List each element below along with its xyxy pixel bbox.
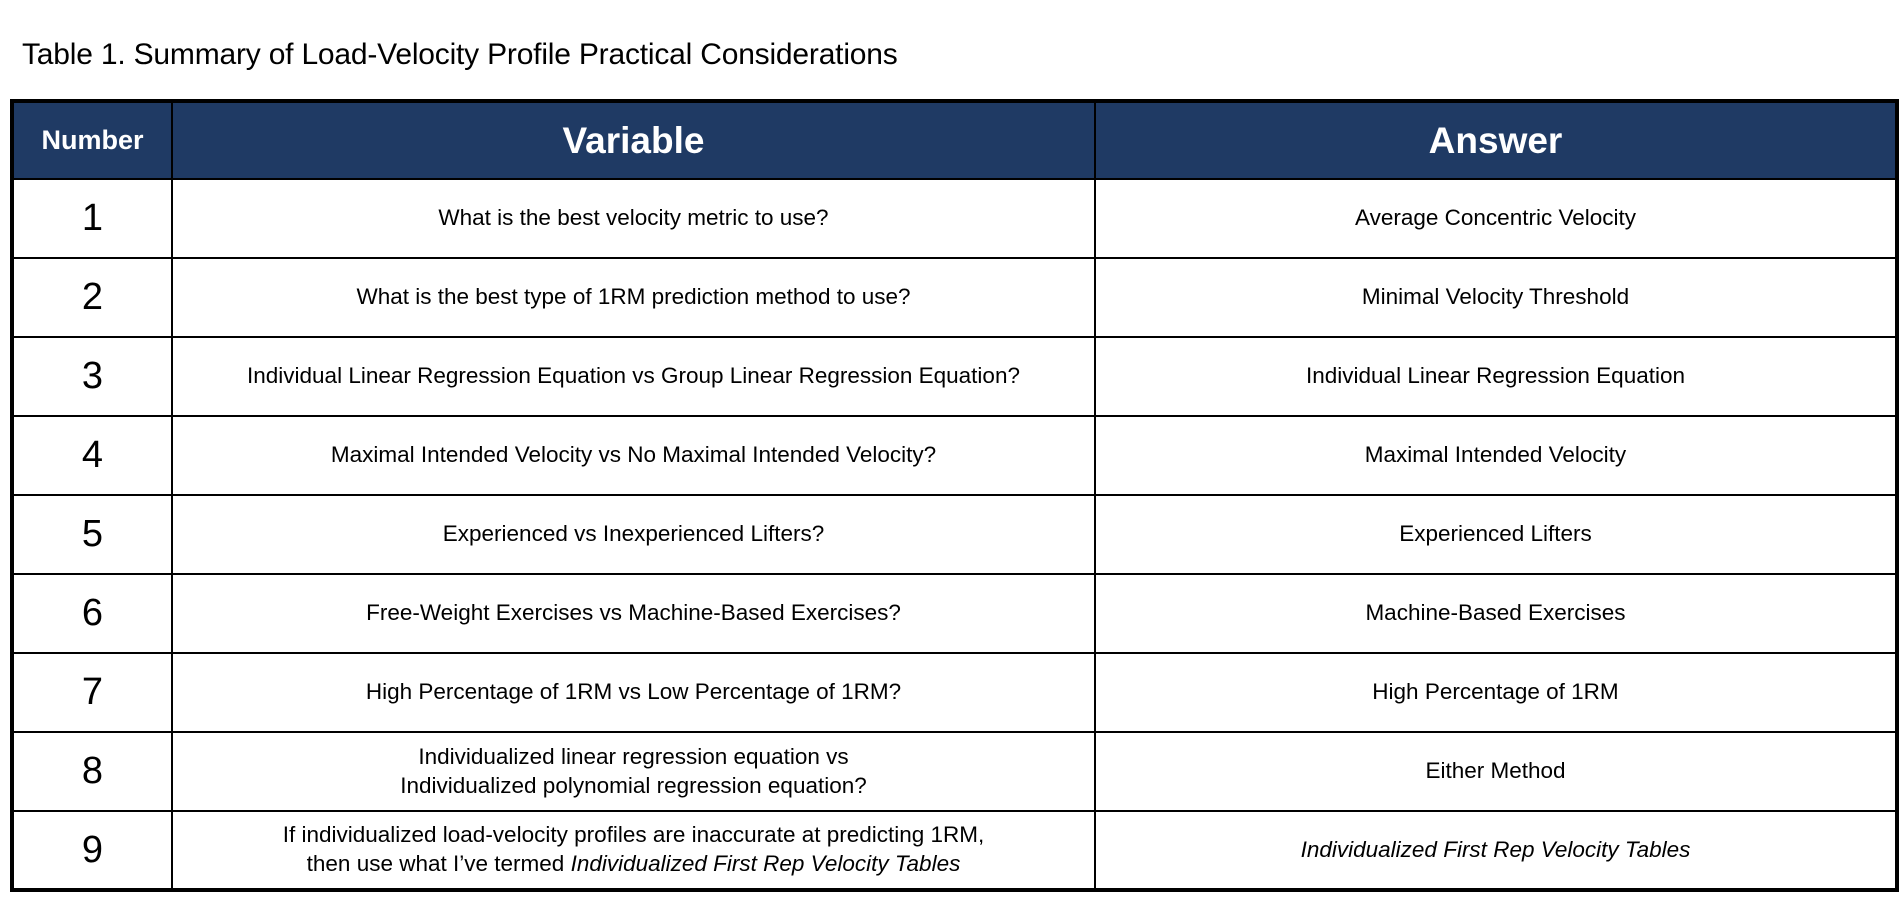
table-row: 4 Maximal Intended Velocity vs No Maxima… <box>11 415 1898 496</box>
row-answer: High Percentage of 1RM <box>1094 652 1898 733</box>
table-row: 8 Individualized linear regression equat… <box>11 731 1898 812</box>
row-number: 8 <box>11 731 173 812</box>
row-answer: Minimal Velocity Threshold <box>1094 257 1898 338</box>
row-variable: What is the best type of 1RM prediction … <box>171 257 1096 338</box>
row-variable-line2-italic: Individualized First Rep Velocity Tables <box>570 851 961 876</box>
row-number: 4 <box>11 415 173 496</box>
row-variable-line2: Individualized polynomial regression equ… <box>400 772 867 798</box>
row-variable: Experienced vs Inexperienced Lifters? <box>171 494 1096 575</box>
row-number: 7 <box>11 652 173 733</box>
table-row: 1 What is the best velocity metric to us… <box>11 178 1898 259</box>
row-number: 5 <box>11 494 173 575</box>
table-row: 2 What is the best type of 1RM predictio… <box>11 257 1898 338</box>
row-answer: Average Concentric Velocity <box>1094 178 1898 259</box>
row-variable-line1: Individualized linear regression equatio… <box>418 743 849 769</box>
table-row: 9 If individualized load-velocity profil… <box>11 810 1898 891</box>
table-header-row: Number Variable Answer <box>11 100 1898 180</box>
row-answer: Either Method <box>1094 731 1898 812</box>
row-variable-line2-prefix: then use what I’ve termed <box>306 851 571 876</box>
row-variable: Free-Weight Exercises vs Machine-Based E… <box>171 573 1096 654</box>
table-row: 7 High Percentage of 1RM vs Low Percenta… <box>11 652 1898 733</box>
row-variable: What is the best velocity metric to use? <box>171 178 1096 259</box>
row-variable: High Percentage of 1RM vs Low Percentage… <box>171 652 1096 733</box>
table-row: 6 Free-Weight Exercises vs Machine-Based… <box>11 573 1898 654</box>
row-number: 1 <box>11 178 173 259</box>
row-answer: Experienced Lifters <box>1094 494 1898 575</box>
row-answer: Maximal Intended Velocity <box>1094 415 1898 496</box>
table-title: Table 1. Summary of Load-Velocity Profil… <box>22 38 898 71</box>
row-variable: Individual Linear Regression Equation vs… <box>171 336 1096 417</box>
header-answer: Answer <box>1094 100 1898 180</box>
table-row: 3 Individual Linear Regression Equation … <box>11 336 1898 417</box>
row-variable-line1: If individualized load-velocity profiles… <box>282 822 985 848</box>
row-variable: If individualized load-velocity profiles… <box>171 810 1096 891</box>
header-variable: Variable <box>171 100 1096 180</box>
row-variable: Individualized linear regression equatio… <box>171 731 1096 812</box>
row-number: 6 <box>11 573 173 654</box>
row-number: 9 <box>11 810 173 891</box>
row-number: 3 <box>11 336 173 417</box>
header-number: Number <box>11 100 173 180</box>
row-answer: Individual Linear Regression Equation <box>1094 336 1898 417</box>
row-number: 2 <box>11 257 173 338</box>
load-velocity-table: Number Variable Answer 1 What is the bes… <box>10 99 1899 892</box>
row-answer: Machine-Based Exercises <box>1094 573 1898 654</box>
table-row: 5 Experienced vs Inexperienced Lifters? … <box>11 494 1898 575</box>
row-answer: Individualized First Rep Velocity Tables <box>1094 810 1898 891</box>
row-variable: Maximal Intended Velocity vs No Maximal … <box>171 415 1096 496</box>
